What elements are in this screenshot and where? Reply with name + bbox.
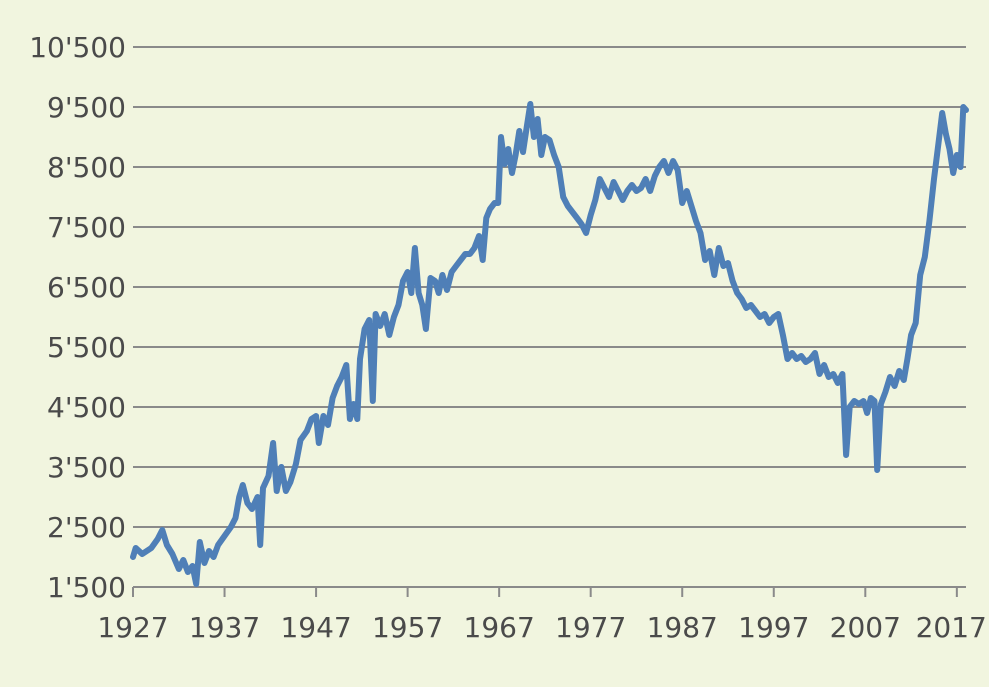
x-tick-label: 1977 [555,611,626,644]
y-axis-tick-labels: 1'500 2'500 3'500 4'500 5'500 6'500 7'500 8'500… [29,31,126,604]
y-tick-label: 7'500 [47,211,126,244]
y-tick-label: 1'500 [47,571,126,604]
x-tick-label: 1997 [738,611,809,644]
y-tick-label: 5'500 [47,331,126,364]
x-tick-label: 2007 [830,611,901,644]
y-tick-label: 9'500 [47,91,126,124]
x-tick-label: 1987 [647,611,718,644]
grid-lines [133,46,966,528]
series-group [130,101,969,587]
series-line-0 [130,101,969,587]
x-axis-tick-labels: 1927 1937 1947 1957 1967 1977 1987 1997 2007 2017 [97,611,986,644]
x-tick-label: 1937 [189,611,260,644]
axes [132,586,966,597]
x-tick-label: 1967 [464,611,535,644]
y-tick-label: 2'500 [47,511,126,544]
x-tick-label: 1947 [280,611,351,644]
y-tick-label: 4'500 [47,391,126,424]
y-tick-label: 8'500 [47,151,126,184]
y-tick-label: 3'500 [47,451,126,484]
x-tick-label: 2017 [916,611,987,644]
y-tick-label: 6'500 [47,271,126,304]
y-tick-label: 10'500 [29,31,126,64]
x-tick-label: 1927 [97,611,168,644]
x-tick-label: 1957 [372,611,443,644]
